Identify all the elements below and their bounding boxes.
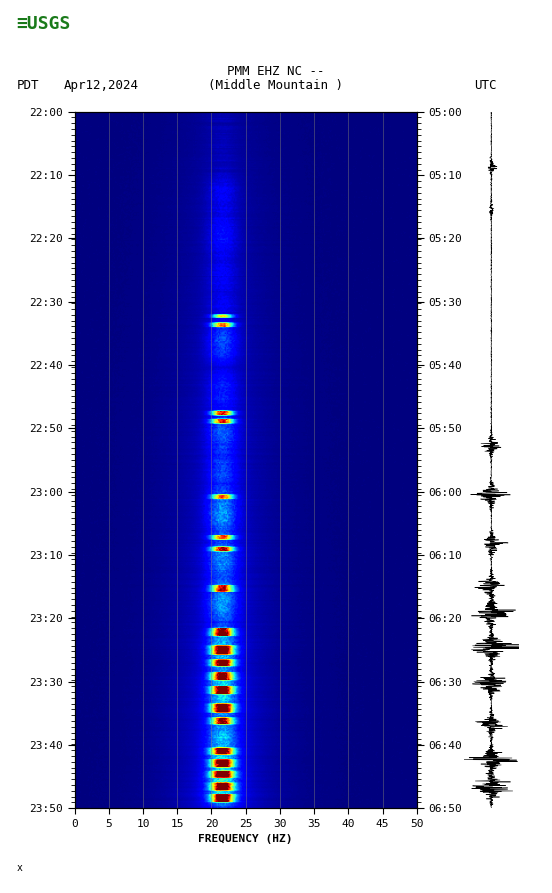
Text: (Middle Mountain ): (Middle Mountain )	[209, 79, 343, 92]
X-axis label: FREQUENCY (HZ): FREQUENCY (HZ)	[198, 834, 293, 844]
Text: PDT: PDT	[17, 79, 39, 92]
Text: UTC: UTC	[475, 79, 497, 92]
Text: x: x	[17, 863, 23, 872]
Text: Apr12,2024: Apr12,2024	[63, 79, 139, 92]
Text: ≡USGS: ≡USGS	[17, 14, 71, 32]
Text: PMM EHZ NC --: PMM EHZ NC --	[227, 65, 325, 78]
